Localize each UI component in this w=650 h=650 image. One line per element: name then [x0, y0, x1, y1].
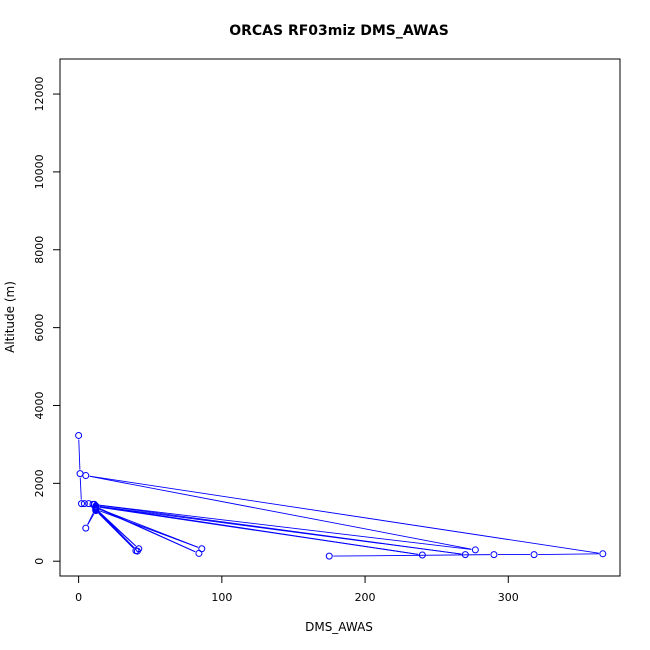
x-axis: 0 100 200 300 — [75, 575, 519, 604]
data-point — [76, 470, 84, 478]
y-tick-label: 2000 — [33, 469, 46, 497]
plot-frame — [59, 58, 621, 577]
data-point — [82, 524, 90, 532]
data-point — [471, 546, 479, 554]
x-axis-label: DMS_AWAS — [305, 620, 373, 634]
x-tick-label: 100 — [211, 591, 232, 604]
data-point — [530, 551, 538, 559]
y-axis: 0 2000 4000 6000 8000 10000 12000 — [33, 77, 61, 565]
x-tick-label: 300 — [498, 591, 519, 604]
data-point — [490, 551, 498, 559]
data-point — [133, 547, 141, 555]
series-segment — [96, 504, 472, 550]
y-tick-label: 12000 — [33, 77, 46, 112]
y-tick-label: 0 — [33, 558, 46, 565]
data-point — [82, 472, 90, 480]
series-segment — [89, 475, 599, 554]
series-segment — [79, 477, 82, 500]
series-segment — [98, 511, 135, 549]
series-segment — [333, 554, 490, 557]
data-point — [75, 431, 83, 439]
series-segment — [538, 553, 599, 555]
y-axis-label: Altitude (m) — [3, 281, 17, 353]
data-point — [77, 500, 85, 508]
data-point — [89, 500, 97, 508]
x-tick-label: 200 — [355, 591, 376, 604]
y-tick-label: 6000 — [33, 314, 46, 342]
data-point — [461, 551, 469, 559]
data-point — [195, 549, 203, 557]
chart-title: ORCAS RF03miz DMS_AWAS — [229, 23, 449, 39]
series-segment — [78, 439, 81, 470]
y-tick-label: 4000 — [33, 391, 46, 419]
series-segment — [89, 475, 472, 550]
data-point — [92, 505, 100, 513]
data-point — [599, 550, 607, 558]
series-segment — [96, 504, 462, 555]
y-tick-label: 10000 — [33, 154, 46, 189]
series-segment — [98, 511, 137, 547]
series-segment — [87, 513, 95, 525]
y-tick-label: 8000 — [33, 236, 46, 264]
series-layer — [75, 431, 607, 560]
series-segment — [99, 506, 419, 555]
data-point — [325, 552, 333, 560]
series-segment — [99, 507, 196, 553]
series-segment — [99, 508, 199, 548]
data-point — [418, 551, 426, 559]
x-tick-label: 0 — [75, 591, 82, 604]
data-point — [80, 500, 88, 508]
